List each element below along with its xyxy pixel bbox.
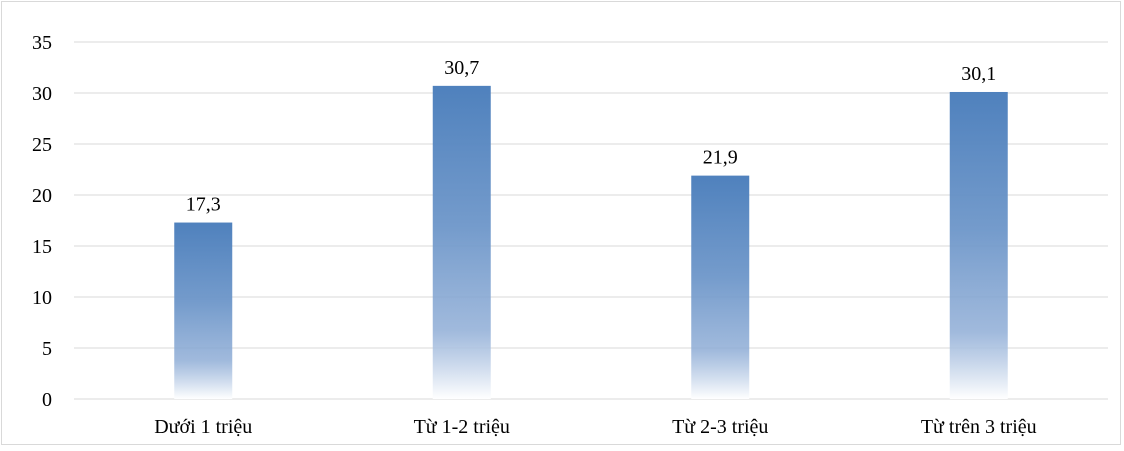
y-tick-label: 25 xyxy=(32,134,52,156)
y-tick-label: 15 xyxy=(32,236,52,258)
y-tick-label: 30 xyxy=(32,83,52,105)
data-labels: 17,3 30,7 21,9 30,1 xyxy=(186,57,997,216)
y-tick-label: 10 xyxy=(32,287,52,309)
bar xyxy=(691,175,750,399)
bars xyxy=(174,85,1008,400)
x-category-label: Từ trên 3 triệu xyxy=(921,416,1037,438)
y-axis-tick-labels: 0 5 10 15 20 25 30 35 xyxy=(32,32,52,411)
data-label: 21,9 xyxy=(703,147,738,169)
data-label: 30,7 xyxy=(444,57,479,79)
x-category-label: Dưới 1 triệu xyxy=(154,416,252,438)
y-tick-label: 35 xyxy=(32,32,52,54)
bar xyxy=(949,91,1008,399)
y-tick-label: 20 xyxy=(32,185,52,207)
x-axis-category-labels: Dưới 1 triệu Từ 1-2 triệu Từ 2-3 triệu Từ t… xyxy=(154,416,1036,438)
y-tick-label: 0 xyxy=(42,389,52,411)
data-label: 30,1 xyxy=(961,63,996,85)
x-category-label: Từ 1-2 triệu xyxy=(414,416,510,438)
bar xyxy=(432,85,491,400)
x-category-label: Từ 2-3 triệu xyxy=(672,416,768,438)
gridlines xyxy=(74,41,1108,400)
y-tick-label: 5 xyxy=(42,338,52,360)
bar xyxy=(174,222,233,399)
data-label: 17,3 xyxy=(186,194,221,216)
